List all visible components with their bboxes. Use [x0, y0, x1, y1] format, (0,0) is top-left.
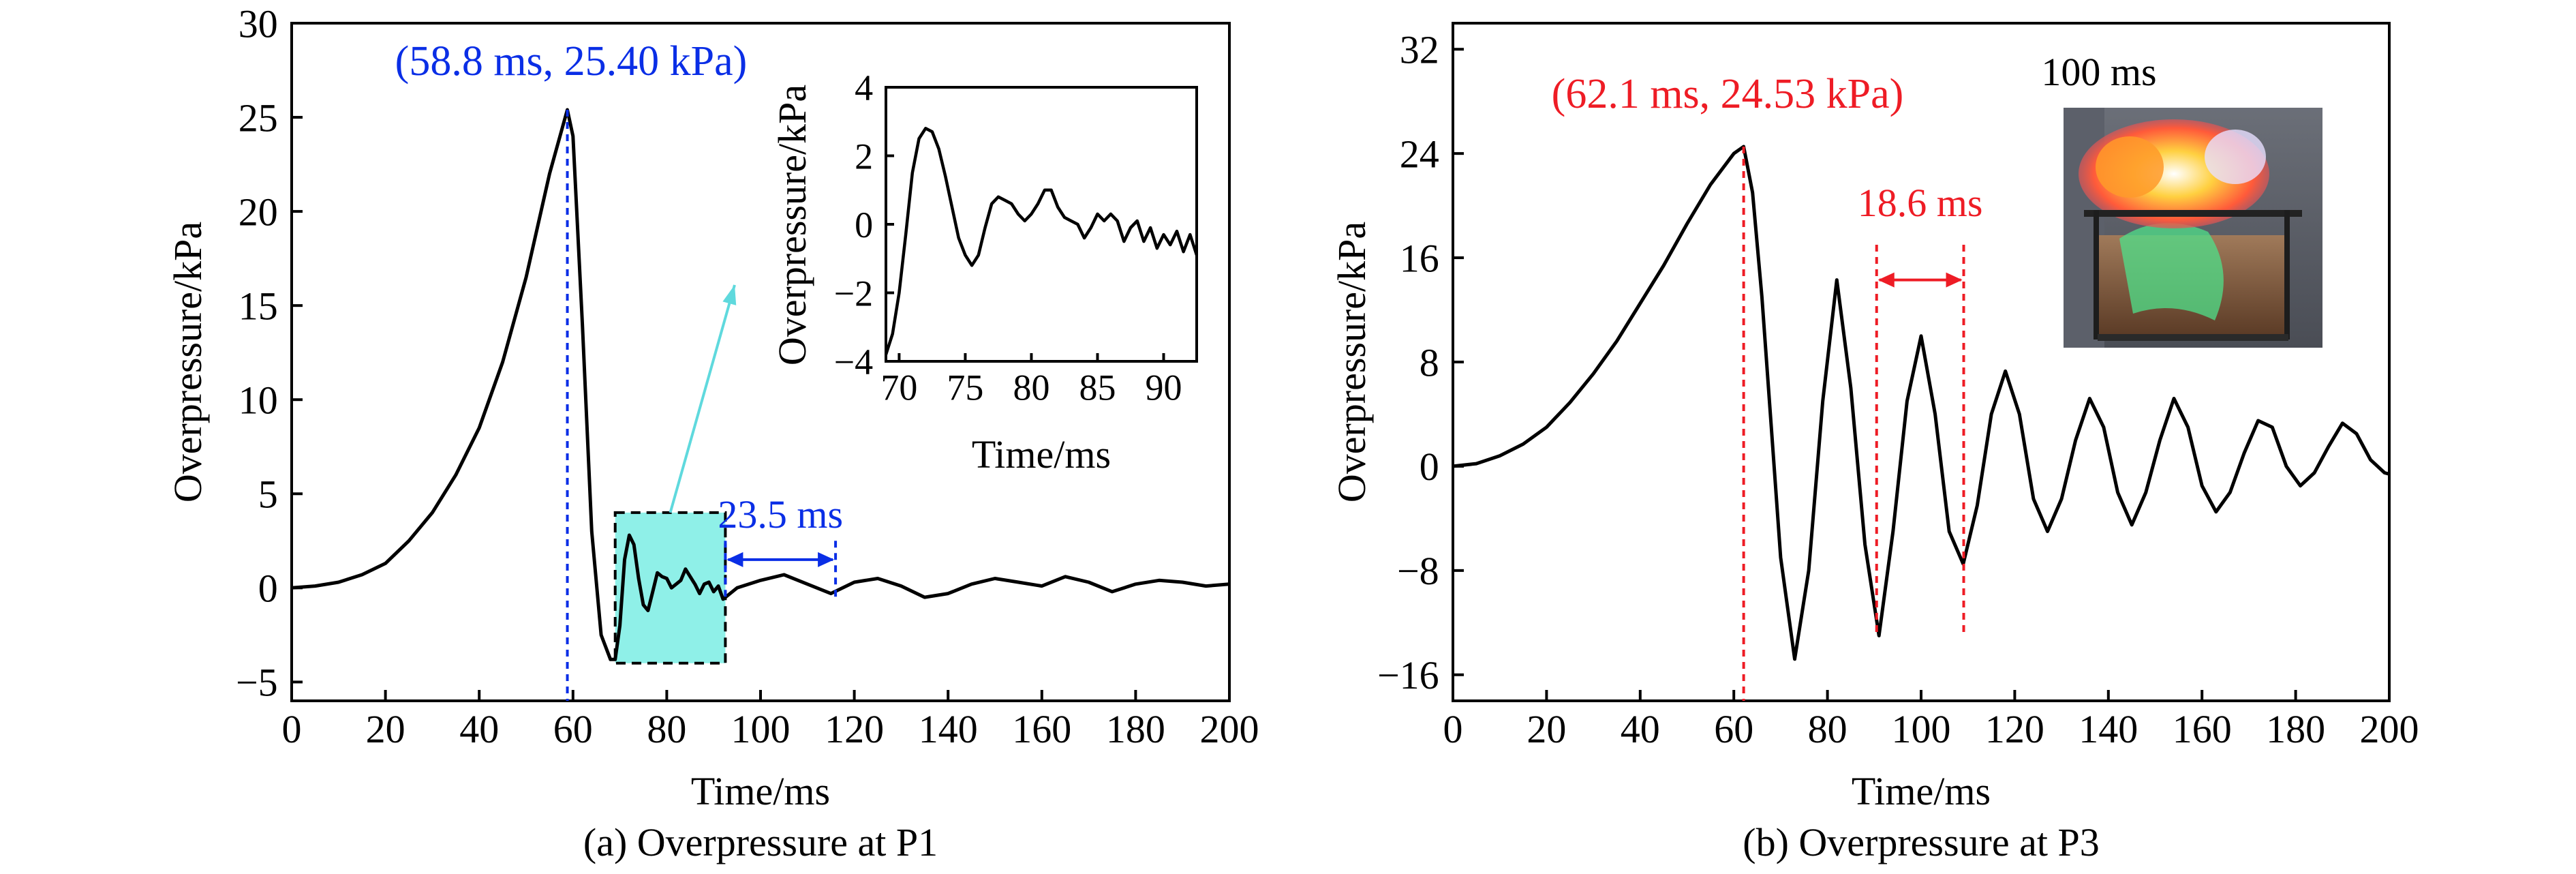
x-axis-label: Time/ms — [691, 769, 830, 813]
inset-callout-arrow — [669, 284, 736, 513]
y-tick-label: −5 — [236, 661, 278, 705]
y-axis-label: Overpressure/kPa — [166, 222, 210, 502]
x-tick-label: 140 — [2079, 707, 2138, 751]
arrow-right-icon — [818, 552, 835, 567]
y-tick-label: 20 — [239, 190, 278, 234]
arrow-left-icon — [726, 552, 743, 567]
inset-y-tick-label: −4 — [834, 342, 873, 382]
x-tick-label: 40 — [459, 707, 499, 751]
y-tick-label: −16 — [1377, 653, 1439, 697]
x-tick-label: 180 — [2266, 707, 2325, 751]
y-axis: −16 −8 0 8 16 24 32 — [1377, 28, 1464, 697]
inset-frame — [885, 86, 1198, 363]
series-line — [1452, 145, 2390, 661]
y-tick-label: 10 — [239, 378, 278, 423]
y-tick-label: −8 — [1397, 549, 1439, 593]
y-tick-label: 0 — [1420, 444, 1439, 489]
x-tick-label: 200 — [1200, 707, 1259, 751]
flame-photo — [2064, 108, 2322, 348]
peak-label: (58.8 ms, 25.40 kPa) — [395, 38, 748, 85]
inset-x-tick-label: 80 — [1013, 367, 1049, 408]
x-tick-label: 160 — [2173, 707, 2232, 751]
y-tick-label: 0 — [258, 567, 278, 611]
inset-chart: −4 −2 0 2 4 70 75 80 85 90 Time/ms Overpressure/… — [770, 67, 1199, 477]
x-tick-label: 180 — [1106, 707, 1165, 751]
photo-label: 100 ms — [2041, 50, 2156, 94]
arrow-left-icon — [1877, 272, 1895, 288]
inset-y-label: Overpressure/kPa — [770, 85, 814, 365]
x-tick-label: 60 — [1714, 707, 1753, 751]
inset-y-tick-label: 0 — [855, 205, 873, 245]
x-tick-label: 40 — [1621, 707, 1660, 751]
x-tick-label: 100 — [1892, 707, 1951, 751]
y-axis: −5 0 5 10 15 20 25 30 — [236, 1, 303, 705]
inset-y-tick-label: 4 — [855, 67, 873, 108]
x-tick-label: 80 — [1808, 707, 1847, 751]
x-tick-label: 200 — [2360, 707, 2419, 751]
period-label: 23.5 ms — [718, 492, 843, 537]
inset-x-tick-label: 85 — [1079, 367, 1116, 408]
inset-series-line — [884, 127, 1199, 355]
x-tick-label: 100 — [731, 707, 791, 751]
y-tick-label: 16 — [1400, 236, 1439, 280]
inset-x-tick-label: 90 — [1145, 367, 1182, 408]
y-tick-label: 8 — [1420, 340, 1439, 385]
x-tick-label: 120 — [1985, 707, 2044, 751]
x-tick-label: 60 — [553, 707, 593, 751]
inset-x-axis: 70 75 80 85 90 — [880, 353, 1182, 408]
panel-caption: (b) Overpressure at P3 — [1743, 820, 2099, 864]
arrow-right-icon — [1946, 272, 1963, 288]
arrow-head-icon — [722, 285, 737, 305]
x-tick-label: 20 — [366, 707, 405, 751]
y-axis-label: Overpressure/kPa — [1330, 222, 1374, 502]
inset-y-tick-label: 2 — [855, 136, 873, 177]
inset-y-tick-label: −2 — [834, 273, 873, 314]
x-tick-label: 0 — [1443, 707, 1463, 751]
y-tick-label: 30 — [239, 1, 278, 46]
period-marker — [1875, 244, 1965, 636]
period-marker — [724, 541, 838, 598]
inset-x-tick-label: 75 — [947, 367, 983, 408]
x-axis: 0 20 40 60 80 100 120 140 160 180 200 — [282, 690, 1259, 751]
inset-x-tick-label: 70 — [880, 367, 917, 408]
y-tick-label: 24 — [1400, 132, 1439, 176]
peak-label: (62.1 ms, 24.53 kPa) — [1552, 71, 1904, 117]
x-tick-label: 140 — [919, 707, 978, 751]
x-axis: 0 20 40 60 80 100 120 140 160 180 200 — [1443, 690, 2419, 751]
x-tick-label: 20 — [1527, 707, 1566, 751]
x-tick-label: 80 — [647, 707, 686, 751]
inset-x-label: Time/ms — [972, 432, 1111, 477]
y-tick-label: 25 — [239, 95, 278, 140]
period-label: 18.6 ms — [1858, 181, 1983, 225]
x-tick-label: 160 — [1012, 707, 1071, 751]
x-tick-label: 120 — [825, 707, 884, 751]
y-tick-label: 5 — [258, 472, 278, 517]
y-tick-label: 32 — [1400, 28, 1439, 72]
x-tick-label: 0 — [282, 707, 302, 751]
panel-caption: (a) Overpressure at P1 — [583, 820, 938, 864]
y-tick-label: 15 — [239, 284, 278, 328]
panel-b: −16 −8 0 8 16 24 32 0 20 40 60 80 100 120 140 160 180 20… — [1330, 22, 2419, 864]
series-line — [291, 108, 1230, 661]
inset-y-axis: −4 −2 0 2 4 — [834, 67, 894, 382]
x-axis-label: Time/ms — [1852, 769, 1991, 813]
